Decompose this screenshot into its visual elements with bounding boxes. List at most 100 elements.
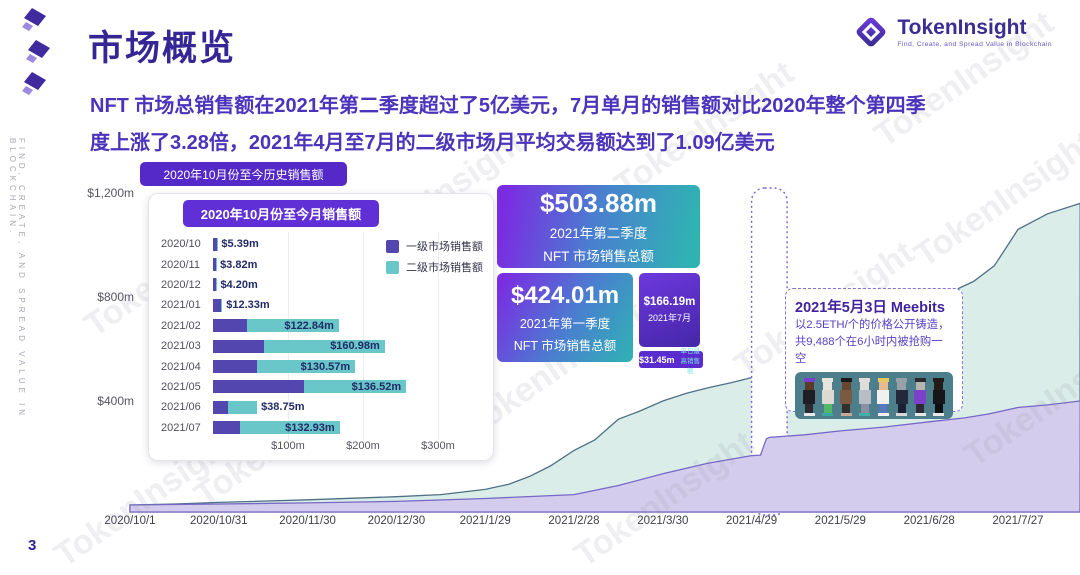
bar-row-category: 2020/12 xyxy=(161,279,213,291)
bar-row-category: 2020/10 xyxy=(161,238,213,250)
bar-row: 2021/05$136.52m xyxy=(161,377,485,397)
x-axis-tick: 2021/1/29 xyxy=(439,515,531,527)
meebit-torso xyxy=(859,390,871,404)
bar-track: $136.52m xyxy=(213,380,485,393)
meebit-head xyxy=(897,382,906,390)
meebit-figure xyxy=(840,378,853,416)
meebit-legs xyxy=(805,404,813,413)
x-axis-tick: 2021/6/28 xyxy=(883,515,975,527)
bar-row: 2020/12$4.20m xyxy=(161,275,485,295)
x-axis-tick: 2020/12/30 xyxy=(350,515,442,527)
meebit-torso xyxy=(877,390,889,404)
bar-value-label: $136.52m xyxy=(352,381,402,393)
bar-row-category: 2021/07 xyxy=(161,422,213,434)
summary-text: NFT 市场总销售额在2021年第二季度超过了5亿美元，7月单月的销售额对比20… xyxy=(90,88,930,162)
meebit-shoes xyxy=(841,413,852,416)
meebit-figure xyxy=(932,378,945,416)
q1-line1: 2021年第一季度 xyxy=(520,313,610,332)
primary-market-bar xyxy=(213,319,247,332)
stat-box-july: $166.19m 2021年7月 xyxy=(639,273,700,347)
meebit-figure xyxy=(821,378,834,416)
stat-box-daily: $31.45m 单日最高销售额 xyxy=(639,351,703,368)
meebit-shoes xyxy=(859,413,870,416)
bar-row-category: 2020/11 xyxy=(161,259,213,271)
meebit-head xyxy=(916,382,925,390)
inset-x-tick: $200m xyxy=(333,440,393,452)
meebit-head xyxy=(879,382,888,390)
monthly-sales-panel: 2020年10月份至今月销售额 一级市场销售额二级市场销售额 2020/10$5… xyxy=(148,193,494,461)
bar-row: 2021/01$12.33m xyxy=(161,295,485,315)
primary-market-bar xyxy=(213,401,228,414)
meebit-shoes xyxy=(933,413,944,416)
meebit-head xyxy=(823,382,832,390)
primary-market-bar xyxy=(213,299,221,312)
bar-row: 2021/02 $122.84m xyxy=(161,316,485,336)
bar-track: $3.82m xyxy=(213,258,485,271)
bar-track: $160.98m xyxy=(213,340,485,353)
bar-track: $12.33m xyxy=(213,299,485,312)
meebit-head xyxy=(842,382,851,390)
bar-row: 2020/11 $3.82m xyxy=(161,254,485,274)
monthly-sales-badge: 2020年10月份至今月销售额 xyxy=(183,200,379,227)
meebits-callout: 2021年5月3日 Meebits 以2.5ETH/个的价格公开铸造， 共9,4… xyxy=(785,288,963,412)
meebit-shoes xyxy=(822,413,833,416)
x-axis-tick: 2021/2/28 xyxy=(528,515,620,527)
bar-track: $38.75m xyxy=(213,401,485,414)
meebits-image-strip xyxy=(795,372,953,419)
q2-value: $503.88m xyxy=(540,188,657,219)
meebit-legs xyxy=(842,404,850,413)
page-title: 市场概览 xyxy=(88,20,236,71)
meebit-torso xyxy=(822,390,834,404)
side-vertical-text: FIND, CREATE, AND SPREAD VALUE IN BLOCKC… xyxy=(8,138,26,508)
meebit-torso xyxy=(803,390,815,404)
bar-track: $122.84m xyxy=(213,319,485,332)
bar-value-label: $160.98m xyxy=(330,340,380,352)
bar-row-category: 2021/03 xyxy=(161,340,213,352)
bar-track: $5.39m xyxy=(213,238,485,251)
meebit-figure xyxy=(877,378,890,416)
bar-value-label: $132.93m xyxy=(285,422,335,434)
meebit-legs xyxy=(898,404,906,413)
stat-box-q2: $503.88m 2021年第二季度 NFT 市场销售总额 xyxy=(497,185,700,268)
q2-line2: NFT 市场销售总额 xyxy=(543,245,654,265)
bar-row: 2021/06 $38.75m xyxy=(161,397,485,417)
logo-tagline: Find, Create, and Spread Value in Blockc… xyxy=(897,41,1052,48)
y-axis-tick: $1,200m xyxy=(58,186,134,200)
decorative-chevrons xyxy=(22,6,68,108)
bar-row: 2021/04$130.57m xyxy=(161,356,485,376)
bar-value-label: $3.82m xyxy=(220,259,257,271)
secondary-market-bar xyxy=(228,401,257,414)
page-number: 3 xyxy=(28,537,36,554)
meebit-legs xyxy=(935,404,943,413)
x-axis-tick: 2021/7/27 xyxy=(972,515,1064,527)
bar-row: 2021/03 $160.98m xyxy=(161,336,485,356)
primary-market-bar xyxy=(213,380,304,393)
x-axis-tick: 2021/3/30 xyxy=(617,515,709,527)
bar-track: $130.57m xyxy=(213,360,485,373)
meebit-legs xyxy=(879,404,887,413)
bar-row: 2021/07 $132.93m xyxy=(161,418,485,438)
secondary-market-bar xyxy=(221,299,222,312)
q1-line2: NFT 市场销售总额 xyxy=(514,335,617,354)
bar-value-label: $122.84m xyxy=(284,320,334,332)
q2-line1: 2021年第二季度 xyxy=(550,222,648,242)
q1-value: $424.01m xyxy=(511,282,619,310)
july-value: $166.19m xyxy=(644,296,696,308)
meebit-torso xyxy=(896,390,908,404)
y-axis-tick: $800m xyxy=(58,290,134,304)
bar-row-category: 2021/02 xyxy=(161,320,213,332)
meebit-torso xyxy=(840,390,852,404)
meebit-legs xyxy=(916,404,924,413)
bar-row-category: 2021/06 xyxy=(161,401,213,413)
x-axis-tick: 2021/4/29 xyxy=(706,515,798,527)
x-axis-tick: 2020/11/30 xyxy=(262,515,354,527)
bar-value-label: $38.75m xyxy=(261,401,304,413)
stat-box-q1: $424.01m 2021年第一季度 NFT 市场销售总额 xyxy=(497,273,633,362)
july-line1: 2021年7月 xyxy=(648,311,691,324)
daily-label: 单日最高销售额 xyxy=(678,345,703,375)
primary-market-bar xyxy=(213,360,257,373)
bar-row: 2020/10$5.39m xyxy=(161,234,485,254)
tokeninsight-logo-icon xyxy=(853,14,889,50)
x-axis-tick: 2020/10/1 xyxy=(84,515,176,527)
